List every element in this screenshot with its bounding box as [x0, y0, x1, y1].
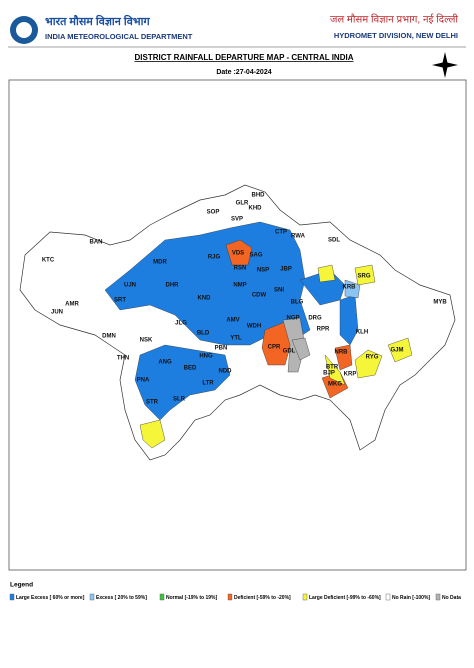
- district-label: SAG: [249, 253, 262, 259]
- district-label: BTR: [326, 365, 339, 371]
- district-area: [225, 239, 253, 266]
- district-label: SRT: [114, 298, 126, 304]
- district-label: SRG: [357, 274, 370, 280]
- district-label: ANG: [158, 360, 172, 366]
- district-label: SLR: [173, 397, 186, 403]
- district-label: RWA: [291, 234, 306, 240]
- district-label: BHD: [252, 193, 266, 199]
- legend-label: Deficient [-59% to -20%]: [234, 595, 291, 601]
- district-area: [104, 221, 311, 346]
- district-label: JBP: [280, 267, 292, 273]
- district-label: BLD: [197, 331, 210, 337]
- district-label: MYB: [433, 300, 447, 306]
- legend-label: No Rain [-100%]: [392, 595, 430, 601]
- legend-swatch: [227, 593, 233, 601]
- district-label: WDH: [247, 324, 261, 330]
- district-area: [344, 279, 361, 299]
- district-label: KRB: [343, 285, 357, 291]
- district-label: JLG: [175, 321, 187, 327]
- district-area: [334, 344, 353, 371]
- district-label: BJP: [323, 371, 335, 377]
- legend-title: Legend: [10, 582, 33, 589]
- district-label: CTP: [275, 230, 287, 236]
- division-hindi: जल मौसम विज्ञान प्रभाग, नई दिल्ली: [330, 14, 458, 26]
- district-label: KRP: [344, 372, 357, 378]
- district-label: BLG: [291, 300, 304, 306]
- district-label: LTR: [202, 381, 214, 387]
- district-label: NDD: [219, 369, 233, 375]
- district-area: [354, 349, 383, 379]
- district-label: NGP: [286, 316, 299, 322]
- imd-logo-inner: [16, 22, 32, 38]
- district-label: MKG: [328, 382, 342, 388]
- district-label: KND: [198, 296, 212, 302]
- district-label: KTC: [42, 258, 55, 264]
- district-area: [317, 264, 336, 283]
- district-label: RPR: [317, 327, 330, 333]
- district-label: AMR: [65, 302, 79, 308]
- org-title: INDIA METEOROLOGICAL DEPARTMENT: [45, 32, 193, 41]
- district-label: SVP: [231, 217, 243, 223]
- district-label: CDW: [252, 293, 267, 299]
- district-label: THN: [117, 356, 129, 362]
- district-label: GLR: [236, 201, 249, 207]
- district-label: DHR: [166, 283, 180, 289]
- district-area: [291, 337, 311, 361]
- district-label: NSP: [257, 268, 269, 274]
- legend-swatch: [385, 593, 391, 601]
- district-label: STR: [146, 400, 159, 406]
- map-title: DISTRICT RAINFALL DEPARTURE MAP - CENTRA…: [135, 53, 354, 62]
- legend: Large Excess [ 60% or more] Excess [ 20% …: [9, 593, 461, 601]
- district-label: PBN: [215, 346, 228, 352]
- district-area: [354, 264, 376, 286]
- district-label: DMN: [102, 334, 116, 340]
- legend-swatch: [435, 593, 441, 601]
- map-frame: [8, 79, 467, 571]
- district-area: [134, 344, 231, 421]
- district-label: JUN: [51, 310, 63, 316]
- district-area: [387, 337, 413, 363]
- district-label: DRG: [308, 316, 322, 322]
- legend-swatch: [302, 593, 308, 601]
- district-label: HNG: [199, 354, 213, 360]
- district-label: YTL: [230, 336, 242, 342]
- north-arrow: [432, 52, 458, 78]
- legend-label: Large Deficient [-99% to -60%]: [309, 595, 381, 601]
- district-label: GDL: [283, 349, 296, 355]
- district-label: GJM: [390, 348, 403, 354]
- district-label: AMV: [226, 318, 239, 324]
- legend-label: Excess [ 20% to 59%]: [96, 595, 147, 601]
- district-area: [324, 354, 346, 386]
- legend-swatch: [159, 593, 165, 601]
- district-label: PNA: [137, 378, 150, 384]
- district-label: KLH: [356, 330, 368, 336]
- legend-swatch: [89, 593, 95, 601]
- district-label: RJG: [208, 255, 221, 261]
- district-label: VDS: [232, 251, 244, 257]
- district-label: NSK: [140, 338, 153, 344]
- district-label: UJN: [124, 283, 136, 289]
- district-label: SOP: [207, 210, 220, 216]
- hindi-title: भारत मौसम विज्ञान विभाग: [45, 14, 150, 28]
- legend-label: No Data: [442, 595, 461, 601]
- district-label: CPR: [268, 345, 281, 351]
- legend-swatch: [9, 593, 15, 601]
- district-label: NMP: [233, 283, 246, 289]
- district-label: BED: [184, 366, 197, 372]
- district-label: RSN: [234, 266, 247, 272]
- division: HYDROMET DIVISION, NEW DELHI: [334, 31, 458, 40]
- district-label: NRB: [335, 350, 349, 356]
- district-label: MDR: [153, 260, 167, 266]
- district-label: BAN: [90, 240, 103, 246]
- legend-label: Large Excess [ 60% or more]: [16, 595, 85, 601]
- map-date: Date :27-04-2024: [216, 69, 271, 76]
- district-label: SNI: [274, 288, 284, 294]
- district-label: SDL: [328, 238, 340, 244]
- district-area: [139, 419, 166, 449]
- district-label: KHD: [249, 206, 263, 212]
- district-label: RYG: [366, 355, 379, 361]
- legend-label: Normal [-19% to 19%]: [166, 595, 217, 601]
